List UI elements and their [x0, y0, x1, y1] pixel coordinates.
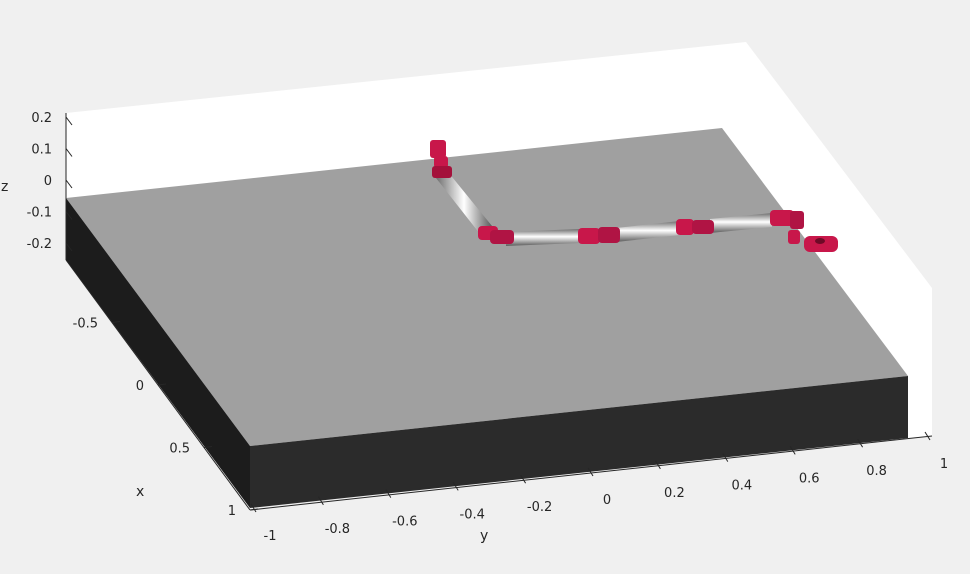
y-tick-mark: [789, 446, 796, 455]
y-tick-label: -1: [264, 529, 277, 544]
y-tick-mark: [385, 489, 392, 498]
robot-link-3: [616, 221, 680, 242]
robot-joint-mid-2: [676, 219, 714, 235]
x-tick-mark: [203, 446, 213, 448]
x-tick-label: 1: [228, 504, 236, 519]
z-tick-label: -0.1: [27, 206, 52, 221]
y-tick-mark: [250, 503, 257, 513]
y-tick-mark: [924, 431, 931, 441]
y-tick-label: 0: [603, 493, 611, 508]
x-tick-label: 0.5: [169, 442, 190, 457]
y-tick-mark: [587, 467, 594, 477]
robot-joint-elbow: [478, 226, 514, 244]
y-tick-label: 0.4: [731, 479, 752, 494]
y-tick-mark: [654, 460, 661, 470]
robot-joint-mid-1: [578, 227, 620, 244]
z-tick-mark: [65, 211, 73, 220]
y-tick-mark: [722, 453, 729, 462]
x-tick-mark: [111, 321, 121, 323]
ground-slab-side: [66, 198, 250, 508]
robot-link-2: [506, 229, 580, 246]
z-tick-label: 0.1: [31, 143, 52, 158]
ground-slab-top: [66, 128, 908, 446]
x-tick-mark: [157, 383, 167, 386]
y-tick-label: 0.8: [866, 464, 887, 479]
y-tick-label: 0.6: [799, 471, 820, 486]
y-tick-label: -0.6: [392, 515, 417, 530]
z-tick-label: -0.2: [27, 237, 52, 252]
snake-robot: [430, 140, 838, 252]
y-tick-mark: [520, 474, 527, 484]
z-axis-ticks: 0.2 0.1 0 -0.1 -0.2: [27, 111, 73, 252]
y-tick-mark: [317, 496, 324, 506]
y-axis-label: y: [480, 528, 488, 544]
ground-slab-front: [250, 376, 908, 508]
x-tick-label: -0.5: [73, 317, 98, 332]
x-tick-label: 0: [136, 379, 144, 394]
z-tick-mark: [65, 179, 73, 189]
y-tick-label: 1: [940, 457, 948, 472]
y-tick-mark: [857, 438, 864, 448]
y-tick-mark: [452, 482, 459, 491]
y-tick-label: 0.2: [664, 486, 685, 501]
robot-link-4: [710, 213, 772, 233]
robot-joint-tail: [770, 210, 838, 252]
x-axis-ticks: -0.5 0 0.5 1: [73, 317, 259, 519]
robot-joint-head: [430, 140, 452, 178]
y-tick-label: -0.2: [527, 500, 552, 515]
robot-link-1: [436, 172, 492, 234]
z-tick-mark: [65, 116, 73, 126]
y-tick-label: -0.8: [325, 522, 350, 537]
y-axis-ticks: -1 -0.8 -0.6 -0.4 -0.2 0 0.2 0.4 0.6 0.8 1: [250, 431, 948, 544]
z-tick-label: 0.2: [31, 111, 52, 126]
y-tick-label: -0.4: [460, 507, 485, 522]
z-tick-label: 0: [44, 174, 52, 189]
z-tick-mark: [65, 242, 73, 252]
z-axis-label: z: [1, 179, 8, 195]
z-tick-mark: [65, 148, 73, 157]
x-axis-label: x: [136, 484, 144, 500]
